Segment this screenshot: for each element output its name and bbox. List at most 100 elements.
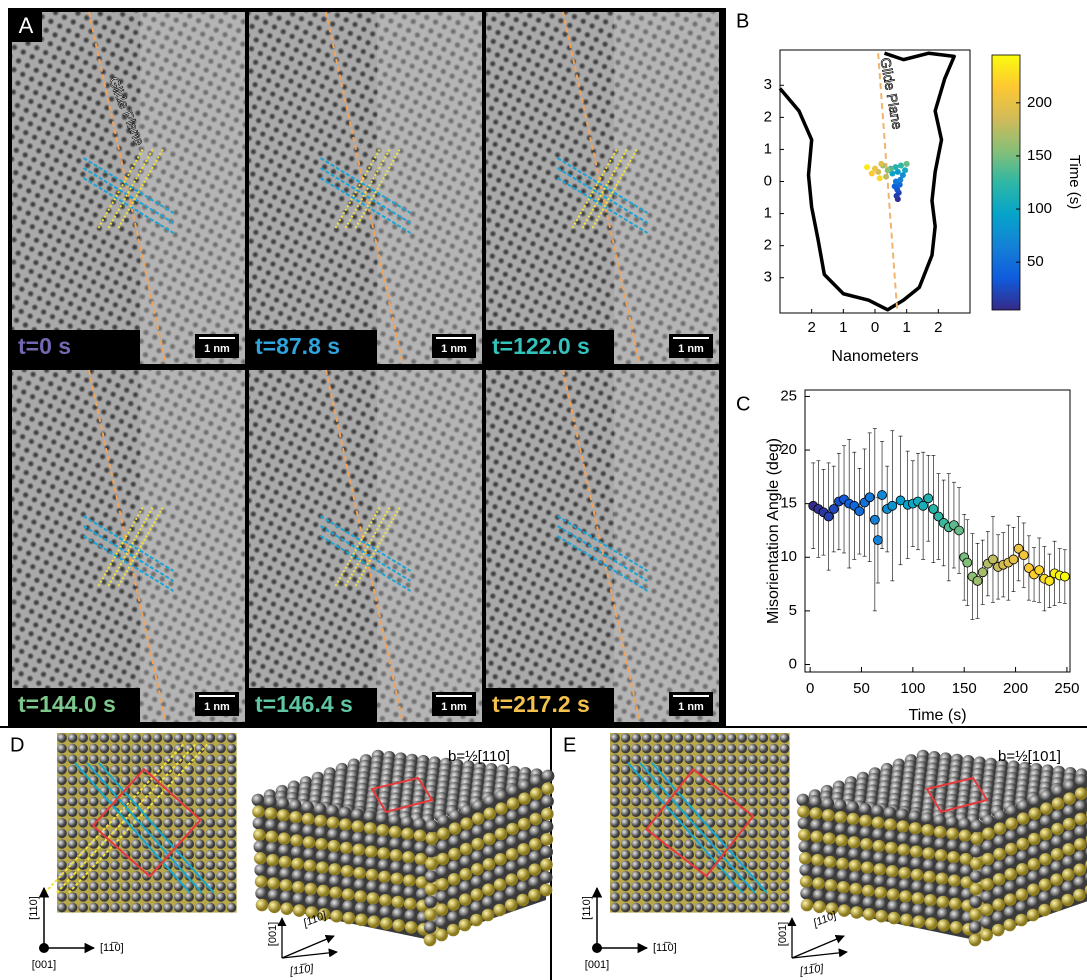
atom [447,873,461,886]
atom [447,885,461,899]
atom [849,882,863,896]
atom [276,797,290,811]
atom [726,807,737,817]
atom [305,906,319,919]
atom [769,796,779,807]
atom [67,733,78,743]
atom [610,807,620,817]
atom [518,792,531,805]
data-point [828,504,839,514]
atom [518,779,532,793]
data-point [877,490,887,500]
atom [120,871,131,881]
atom [1062,817,1076,831]
atom [291,869,305,882]
atom [516,881,530,894]
atom [142,860,152,870]
atom [748,796,758,807]
atom [684,839,694,849]
atom [948,897,962,911]
atom [205,775,216,786]
atom [822,832,836,846]
axis-label: [110] [581,896,593,920]
atom [99,871,110,881]
atom [663,860,673,870]
atom [528,876,541,889]
atom [483,807,497,820]
atom [799,875,813,888]
atom [423,921,437,934]
atom [216,849,226,860]
atom [528,850,542,864]
atom [205,839,216,849]
atom [404,920,418,934]
atom [758,892,769,902]
atom [610,786,620,796]
atom [758,902,769,913]
atom [620,775,631,786]
atom [152,871,163,881]
atom [737,839,747,849]
atom [67,775,78,786]
atom [326,816,340,830]
atom [142,881,152,892]
atom [67,892,78,902]
atom [205,796,216,807]
atom [57,871,67,881]
atom [365,857,378,870]
atom [518,805,531,818]
atom [99,775,110,786]
atom [970,857,983,871]
atom [748,765,758,775]
atom [779,818,790,828]
atom [1016,850,1029,863]
atom [226,818,237,828]
atom [620,902,631,913]
atom [897,843,911,857]
atom [726,902,737,913]
atom [737,733,747,743]
atom [292,892,306,906]
atom [483,794,497,808]
atom [846,812,860,826]
atom [120,881,131,892]
atom [705,754,716,764]
atom [163,775,173,786]
atom [99,733,110,743]
atom [446,923,460,937]
atom [458,906,472,919]
atom [1038,878,1052,891]
atom [797,805,810,818]
atom [351,820,365,833]
atom [195,902,205,913]
atom [226,786,237,796]
atom [663,881,673,892]
atom [823,844,836,857]
atom [173,828,184,839]
atom [541,807,554,821]
atom [695,902,705,913]
atom [529,812,543,826]
atom [642,902,652,913]
atom [684,849,694,860]
atom [290,834,303,847]
atom [110,849,120,860]
atom [470,875,484,889]
atom [1027,870,1040,884]
atom [120,775,131,786]
atom [1028,820,1041,833]
atom [652,818,663,828]
atom [769,818,779,828]
atom [912,915,926,929]
atom [424,870,438,883]
atom [142,796,152,807]
atom [748,902,758,913]
atom [705,892,716,902]
atom [57,849,67,860]
atom [291,857,304,871]
atom [809,807,823,820]
atom [861,861,874,874]
atom [748,754,758,764]
atom [821,797,835,811]
